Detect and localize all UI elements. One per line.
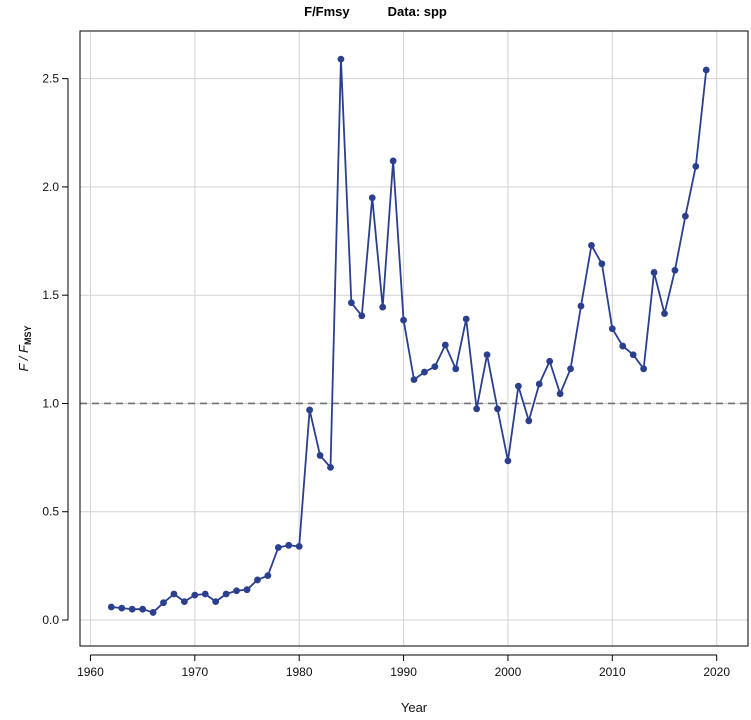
x-tick-label: 1980	[286, 665, 313, 679]
data-point	[180, 598, 188, 606]
data-point	[306, 406, 314, 414]
x-tick-label: 2000	[495, 665, 522, 679]
data-point	[118, 604, 126, 612]
data-point	[588, 241, 595, 249]
data-point	[233, 587, 240, 595]
data-point	[201, 590, 209, 598]
data-point	[400, 316, 407, 324]
data-point	[128, 605, 136, 613]
x-axis-label: Year	[401, 700, 428, 715]
data-point	[222, 590, 230, 598]
data-point	[264, 572, 272, 580]
data-point	[347, 299, 355, 307]
y-tick-label: 2.0	[42, 180, 59, 194]
data-point	[462, 315, 470, 323]
y-axis: 0.0 0.5 1.0 1.5 2.0 2.5	[42, 72, 69, 627]
data-point	[556, 390, 564, 398]
data-point	[389, 157, 397, 165]
y-tick-label: 0.5	[42, 505, 59, 519]
x-tick-label: 1970	[181, 665, 208, 679]
data-point	[160, 599, 167, 607]
data-point	[692, 162, 700, 170]
data-point	[608, 325, 616, 333]
data-point	[629, 351, 637, 359]
data-points	[107, 55, 710, 616]
data-point	[327, 463, 334, 471]
data-point	[452, 365, 460, 373]
series-line	[111, 58, 708, 614]
data-point	[379, 303, 387, 311]
data-point	[546, 357, 554, 365]
data-point	[483, 351, 491, 359]
data-point	[640, 365, 648, 373]
data-point	[139, 605, 147, 613]
x-tick-label: 1960	[77, 665, 104, 679]
data-point	[107, 603, 115, 611]
data-point	[567, 365, 574, 373]
y-tick-label: 1.0	[42, 396, 59, 410]
chart-title: F/Fmsy	[304, 4, 350, 19]
data-point	[274, 544, 282, 551]
data-point	[619, 342, 627, 350]
plot-frame	[79, 30, 749, 647]
data-point	[191, 591, 199, 599]
data-point	[295, 542, 303, 550]
data-point	[661, 310, 668, 317]
data-point	[149, 609, 157, 616]
data-point	[431, 363, 439, 371]
data-point	[577, 302, 585, 310]
chart-subtitle: Data: spp	[387, 4, 447, 19]
x-tick-label: 2010	[599, 665, 626, 679]
data-point	[514, 382, 522, 390]
data-point	[535, 380, 543, 388]
y-tick-label: 0.0	[42, 613, 59, 627]
data-point	[410, 376, 418, 384]
y-axis-label: F / FMSY	[16, 325, 33, 371]
data-point	[316, 452, 324, 459]
data-point	[473, 405, 481, 413]
data-point	[337, 55, 345, 63]
data-point	[421, 368, 428, 376]
data-point	[525, 417, 533, 425]
data-point	[504, 457, 512, 465]
data-point	[212, 598, 220, 606]
x-tick-label: 2020	[703, 665, 730, 679]
data-point	[681, 212, 689, 220]
x-tick-label: 1990	[390, 665, 417, 679]
data-point	[170, 590, 178, 598]
chart-title-row: F/Fmsy Data: spp	[0, 4, 751, 19]
data-point	[702, 66, 710, 74]
data-point	[494, 405, 501, 413]
data-point	[671, 266, 679, 274]
data-point	[441, 341, 449, 349]
data-point	[285, 541, 293, 549]
data-point	[650, 269, 658, 276]
y-tick-label: 1.5	[42, 288, 59, 302]
data-point	[243, 586, 251, 594]
x-axis: 1960 1970 1980 1990 2000 2010 2020	[77, 654, 730, 679]
data-point	[254, 576, 261, 584]
data-point	[358, 312, 366, 320]
data-point	[598, 260, 606, 268]
y-tick-label: 2.5	[42, 72, 59, 86]
grid-lines	[80, 31, 748, 646]
data-point	[368, 194, 376, 202]
